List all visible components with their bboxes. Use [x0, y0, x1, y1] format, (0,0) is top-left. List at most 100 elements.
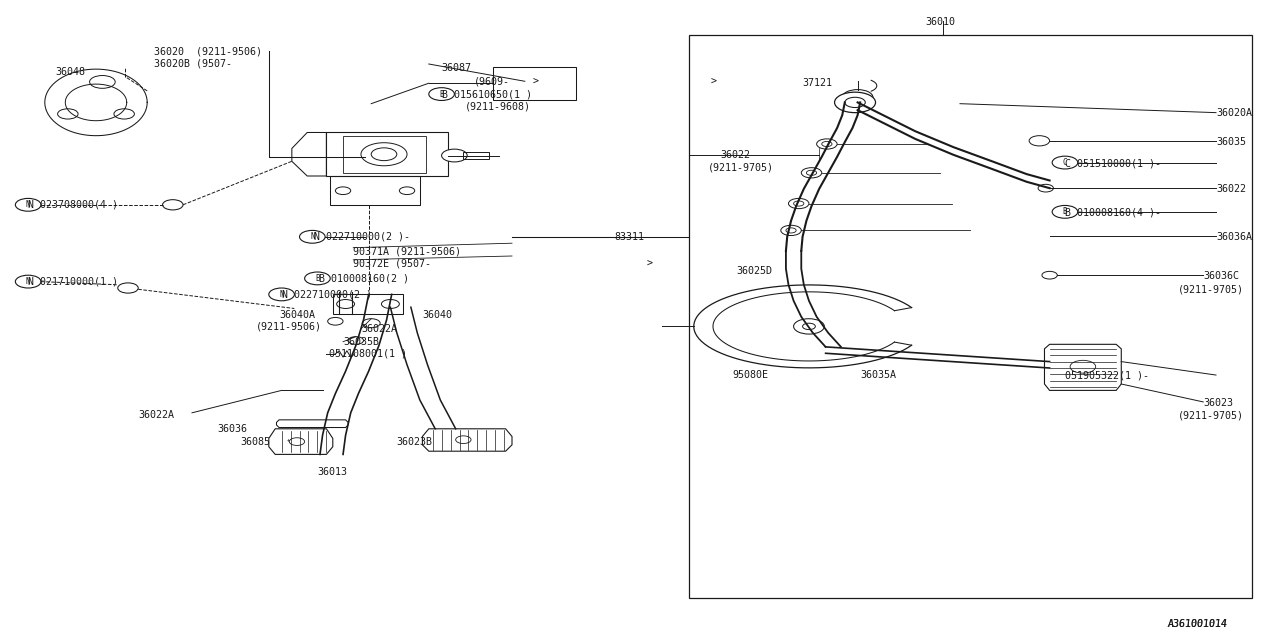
Bar [463, 152, 489, 159]
Circle shape [335, 187, 351, 195]
Text: 36022A: 36022A [138, 410, 174, 420]
Text: 36025D: 36025D [736, 266, 772, 276]
Text: 36035: 36035 [1216, 137, 1245, 147]
Text: N: N [26, 200, 31, 209]
Circle shape [15, 198, 41, 211]
Text: (9211-9705): (9211-9705) [1178, 411, 1244, 421]
Text: B: B [439, 90, 444, 99]
Circle shape [114, 109, 134, 119]
Circle shape [1052, 156, 1078, 169]
Text: >: > [646, 259, 653, 269]
Text: N 021710000(1 ): N 021710000(1 ) [28, 276, 118, 287]
Bar [493, 67, 576, 100]
Text: 36022: 36022 [721, 150, 750, 160]
Text: C 051510000(1 )-: C 051510000(1 )- [1065, 158, 1161, 168]
Text: B 010008160(4 )-: B 010008160(4 )- [1065, 207, 1161, 218]
Circle shape [361, 143, 407, 166]
Circle shape [1070, 360, 1096, 373]
Text: N: N [26, 277, 31, 286]
Text: 36022: 36022 [1216, 184, 1245, 194]
Text: 36023: 36023 [1203, 398, 1233, 408]
Text: >: > [532, 76, 539, 86]
Text: N: N [310, 232, 315, 241]
Text: 90372E (9507-: 90372E (9507- [353, 259, 431, 269]
Text: 36036: 36036 [218, 424, 247, 434]
Circle shape [337, 300, 355, 308]
Text: >: > [710, 76, 717, 86]
Circle shape [822, 141, 832, 147]
Text: 36036C: 36036C [1203, 271, 1239, 282]
Circle shape [399, 187, 415, 195]
Text: N: N [279, 290, 284, 299]
Text: 36048: 36048 [55, 67, 84, 77]
Circle shape [328, 317, 343, 325]
Text: A361001014: A361001014 [1167, 619, 1228, 629]
Text: 95080E: 95080E [732, 370, 768, 380]
Bar [343, 136, 426, 173]
Text: B: B [1062, 207, 1068, 216]
Text: C: C [1062, 158, 1068, 167]
Circle shape [362, 319, 380, 328]
Text: N 023708000(4 ): N 023708000(4 ) [28, 200, 118, 210]
Bar [326, 132, 448, 176]
Circle shape [806, 170, 817, 175]
Text: 36085: 36085 [241, 436, 270, 447]
Circle shape [15, 275, 41, 288]
Circle shape [1042, 271, 1057, 279]
Circle shape [786, 228, 796, 233]
Circle shape [269, 288, 294, 301]
Text: A361001014: A361001014 [1167, 619, 1228, 629]
Circle shape [429, 88, 454, 100]
Circle shape [58, 109, 78, 119]
Text: 36022A: 36022A [361, 324, 397, 334]
Text: 36020  (9211-9506): 36020 (9211-9506) [154, 46, 261, 56]
Text: 051905322(1 )-: 051905322(1 )- [1065, 370, 1149, 380]
Text: +: + [287, 437, 289, 442]
Circle shape [381, 300, 399, 308]
Text: 36035A: 36035A [860, 370, 896, 380]
Circle shape [300, 230, 325, 243]
Text: B 010008160(2 ): B 010008160(2 ) [319, 273, 408, 284]
Text: 051108001(1 ): 051108001(1 ) [329, 349, 407, 359]
Circle shape [163, 200, 183, 210]
Circle shape [788, 198, 809, 209]
Circle shape [348, 337, 364, 344]
Bar [333, 294, 403, 314]
Text: (9609-: (9609- [474, 76, 509, 86]
Circle shape [801, 168, 822, 178]
Text: 36023B: 36023B [397, 436, 433, 447]
Circle shape [803, 323, 815, 330]
Circle shape [456, 436, 471, 444]
Circle shape [1038, 184, 1053, 192]
Text: (9211-9506): (9211-9506) [256, 321, 323, 332]
Bar [689, 35, 1252, 598]
Circle shape [1052, 205, 1078, 218]
Text: 36013: 36013 [317, 467, 347, 477]
Circle shape [442, 149, 467, 162]
Circle shape [794, 201, 804, 206]
Circle shape [850, 93, 865, 101]
Text: 36040A: 36040A [279, 310, 315, 320]
Circle shape [289, 438, 305, 445]
Text: 83311: 83311 [614, 232, 644, 242]
Text: 90371A (9211-9506): 90371A (9211-9506) [353, 246, 461, 257]
Circle shape [794, 319, 824, 334]
Circle shape [1029, 136, 1050, 146]
Text: N 022710000(2 )-: N 022710000(2 )- [314, 232, 410, 242]
Circle shape [835, 92, 876, 113]
Circle shape [305, 272, 330, 285]
Text: (9211-9608): (9211-9608) [465, 102, 531, 112]
Circle shape [842, 90, 873, 105]
Text: 37121: 37121 [803, 78, 832, 88]
Circle shape [90, 76, 115, 88]
Text: B: B [315, 274, 320, 283]
Text: (9211-9705): (9211-9705) [708, 163, 774, 173]
Text: N 022710000(2 ): N 022710000(2 ) [282, 289, 371, 300]
Text: 36010: 36010 [925, 17, 956, 28]
Circle shape [371, 148, 397, 161]
Text: 36040: 36040 [422, 310, 452, 320]
Circle shape [118, 283, 138, 293]
Text: 36036A: 36036A [1216, 232, 1252, 242]
Text: B 015610650(1 ): B 015610650(1 ) [442, 89, 531, 99]
Text: 36035B: 36035B [343, 337, 379, 347]
